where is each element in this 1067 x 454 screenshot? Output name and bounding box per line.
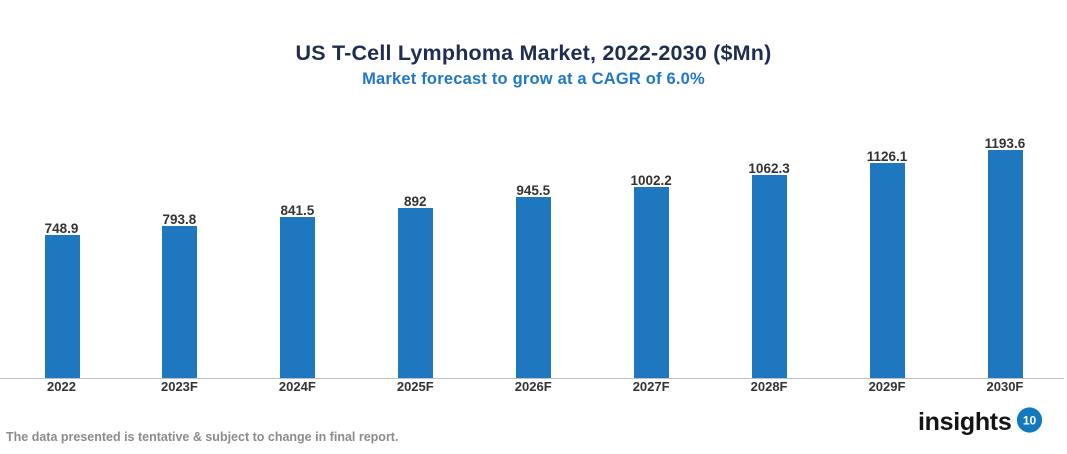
svg-text:10: 10 [1023, 414, 1037, 428]
svg-text:insights: insights [918, 408, 1011, 436]
